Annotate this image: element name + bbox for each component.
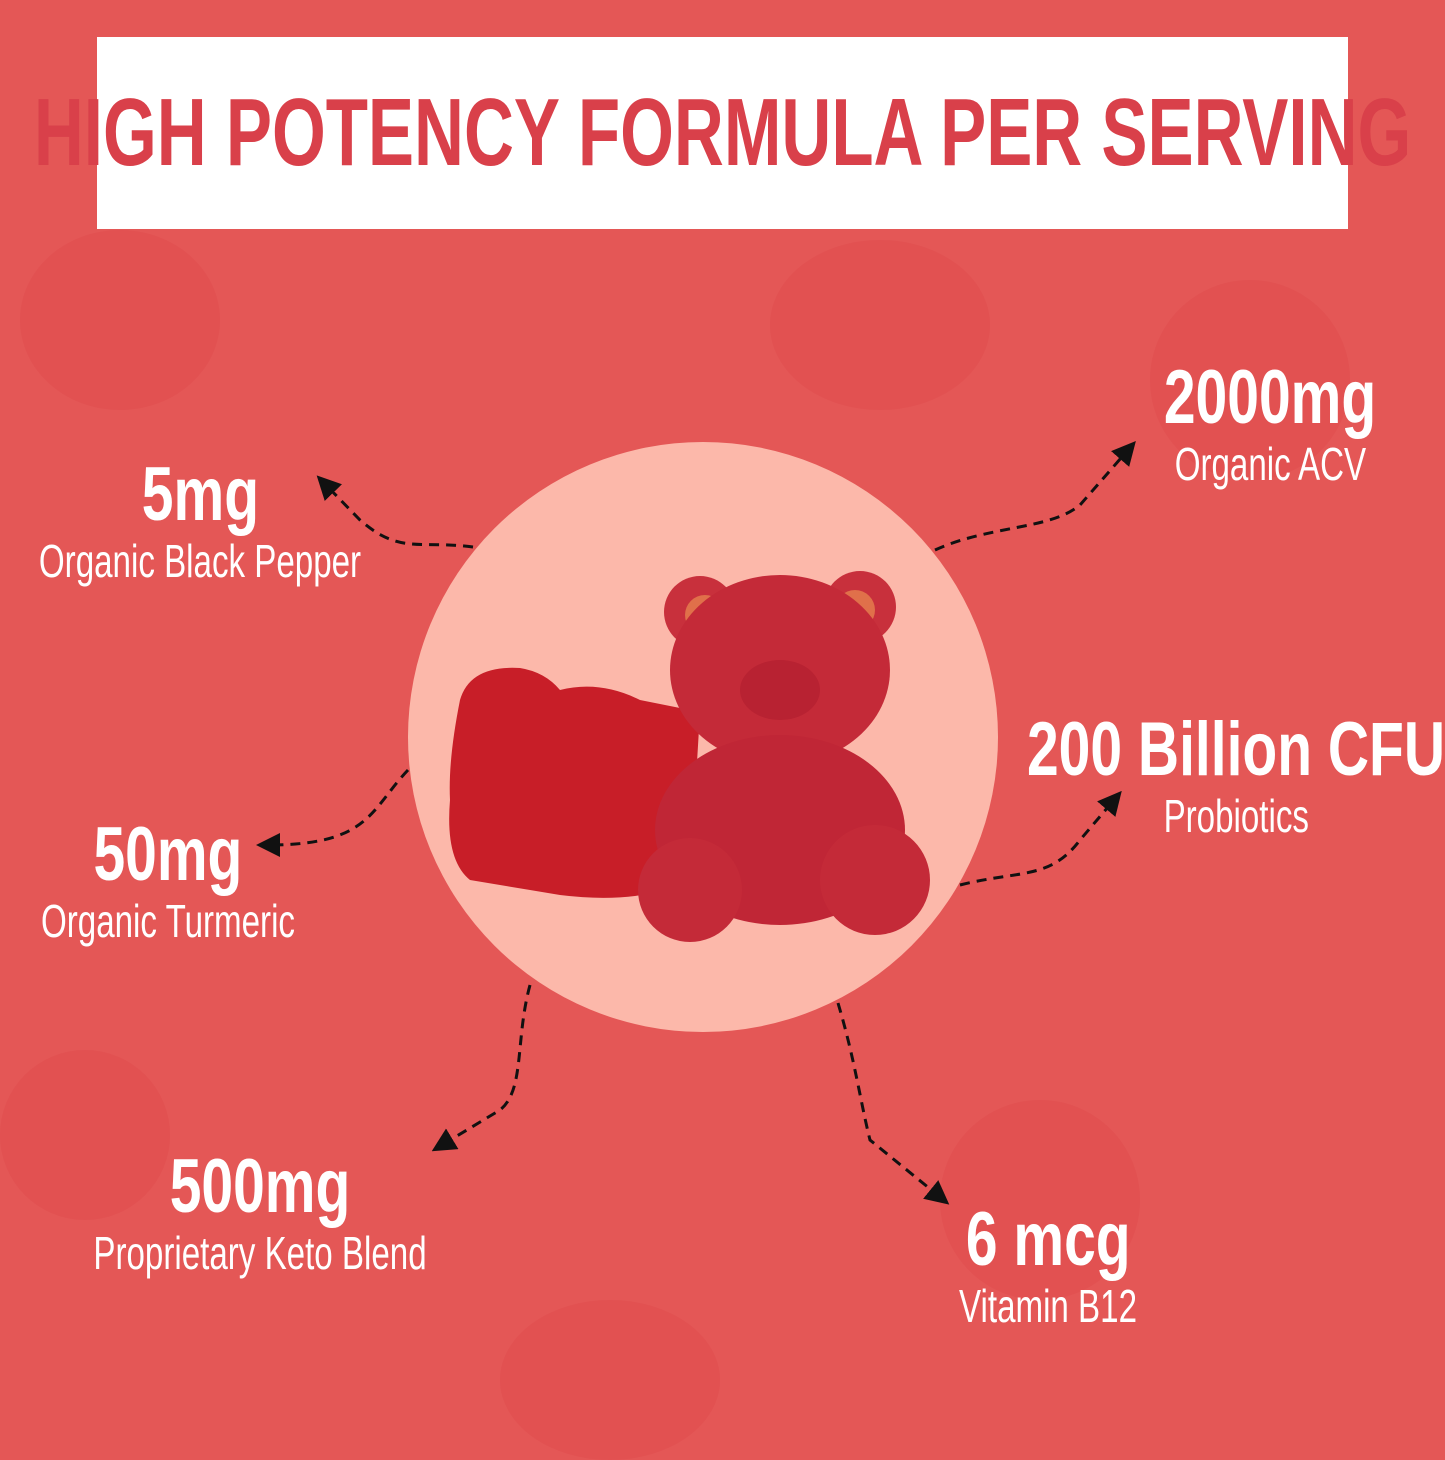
background-apple: [20, 230, 220, 410]
ingredient-acv: 2000mg Organic ACV: [1128, 355, 1411, 491]
ingredient-name: Organic Black Pepper: [38, 535, 362, 587]
amount: 5mg: [141, 452, 259, 537]
gummy-bear-lying: [449, 667, 700, 898]
ingredient-keto-blend: 500mg Proprietary Keto Blend: [29, 1144, 492, 1280]
arrow-black-pepper: [316, 475, 474, 549]
ingredient-name: Probiotics: [1163, 790, 1309, 842]
arrow-acv: [934, 440, 1136, 552]
title-banner: HIGH POTENCY FORMULA PER SERVING: [34, 37, 1411, 229]
background-apple: [940, 1100, 1140, 1300]
amount: 2000mg: [1163, 355, 1377, 440]
ingredient-b12: 6 mcg Vitamin B12: [924, 1197, 1171, 1333]
ingredient-black-pepper: 5mg Organic Black Pepper: [0, 452, 424, 588]
ingredient-name: Vitamin B12: [959, 1280, 1137, 1332]
arrow-b12: [836, 1002, 950, 1205]
background-apple: [500, 1300, 720, 1460]
ingredient-name: Organic ACV: [1174, 438, 1366, 490]
ingredient-turmeric: 50mg Organic Turmeric: [0, 812, 344, 948]
ingredient-name: Organic Turmeric: [41, 895, 295, 947]
ingredient-name: Proprietary Keto Blend: [93, 1227, 427, 1279]
arrow-keto-blend: [431, 984, 532, 1152]
amount: 50mg: [93, 812, 243, 897]
background-apple: [1150, 280, 1350, 480]
background-apple: [770, 240, 990, 410]
amount: 6 mcg: [965, 1197, 1131, 1282]
amount: 500mg: [169, 1144, 351, 1229]
arrow-turmeric: [256, 768, 410, 857]
page-title: HIGH POTENCY FORMULA PER SERVING: [33, 79, 1412, 186]
ingredient-probiotics: 200 Billion CFU Probiotics: [957, 707, 1445, 843]
arrow-probiotics: [959, 790, 1122, 887]
background-apple: [0, 1050, 170, 1220]
gummy-bear-standing: [638, 571, 930, 942]
amount: 200 Billion CFU: [1026, 707, 1445, 792]
